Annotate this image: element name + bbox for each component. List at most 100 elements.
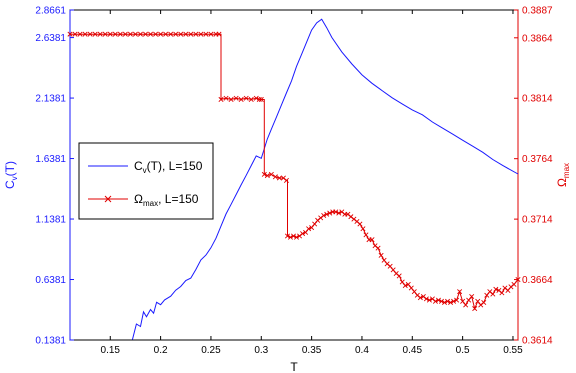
series-omega-point <box>183 31 189 37</box>
x-axis: 0.15 0.2 0.25 0.3 0.35 0.4 0.45 0.5 0.55 <box>101 10 523 356</box>
series-omega-point <box>272 174 278 180</box>
series-omega-point <box>327 210 333 216</box>
y-left-tick-label: 2.8661 <box>35 6 66 17</box>
series-omega-point <box>142 31 149 37</box>
series-omega-point <box>499 290 505 296</box>
series-omega-point <box>490 291 496 297</box>
y-left-tick-label: 2.1381 <box>35 94 66 105</box>
legend-box <box>78 142 214 220</box>
series-omega-point <box>306 226 312 232</box>
series-omega-point <box>375 245 381 251</box>
series-omega-point <box>515 277 521 283</box>
y-axis-left: 0.1381 0.6381 1.1381 1.6381 2.1381 2.6381 2.86… <box>35 6 74 347</box>
series-omega-point <box>168 31 174 37</box>
series-omega-point <box>445 298 451 304</box>
series-omega-point <box>261 171 267 177</box>
series-omega-point <box>218 96 224 102</box>
series-omega-point <box>454 297 460 303</box>
y-right-tick-label: 0.3814 <box>522 94 553 105</box>
x-tick-label: 0.25 <box>201 345 221 356</box>
series-omega-point <box>223 95 229 101</box>
series-omega-point <box>324 211 330 217</box>
y-right-tick-label: 0.3614 <box>522 336 553 347</box>
y-right-tick-label: 0.3887 <box>522 6 553 17</box>
x-tick-label: 0.45 <box>403 345 423 356</box>
y-right-label-sub: max <box>562 163 571 178</box>
legend-omega-rest: , L=150 <box>158 192 199 206</box>
series-omega-point <box>481 300 487 306</box>
y-right-tick-label: 0.3764 <box>522 154 553 165</box>
series-omega-point <box>435 297 441 303</box>
series-omega-point <box>378 252 384 258</box>
legend-omega-sub: max <box>143 199 158 208</box>
series-omega-point <box>363 232 369 238</box>
series-omega-point <box>72 31 78 37</box>
x-tick-label: 0.3 <box>254 345 268 356</box>
series-omega-point <box>258 96 264 102</box>
y-left-label-main: C <box>3 180 17 189</box>
series-omega-point <box>493 286 499 292</box>
series-omega-point <box>369 237 375 243</box>
series-omega-point <box>243 95 249 101</box>
series-omega-point <box>238 96 244 102</box>
legend-cv-label: Cv(T), L=150 <box>134 159 203 175</box>
series-omega-point <box>203 31 209 37</box>
series-omega-point <box>127 31 133 37</box>
legend-omega-main: Ω <box>134 192 143 206</box>
series-omega-point <box>432 298 438 304</box>
y-axis-right-label: Ωmax <box>555 163 571 187</box>
series-omega-point <box>423 296 429 302</box>
series-omega-point <box>357 221 363 227</box>
series-omega-point <box>472 306 478 312</box>
series-omega-point <box>321 212 327 219</box>
series-omega-point <box>448 300 454 306</box>
series-omega-point <box>290 233 297 239</box>
series-omega-point <box>193 31 199 37</box>
series-omega-point <box>360 226 366 232</box>
series-omega-point <box>336 210 342 216</box>
legend-omega-marker <box>104 195 112 203</box>
series-omega-point <box>300 231 306 237</box>
series-omega-point <box>188 31 194 37</box>
series-omega-point <box>268 171 274 177</box>
series-omega-point <box>402 283 408 289</box>
series-omega-point <box>122 31 128 37</box>
series-omega-point <box>97 31 103 37</box>
x-tick-label: 0.2 <box>154 345 168 356</box>
series-omega-point <box>228 96 234 102</box>
y-right-tick-label: 0.3664 <box>522 275 553 286</box>
series-omega-point <box>178 31 184 37</box>
series-omega-point <box>153 31 159 37</box>
series-omega-point <box>426 297 432 303</box>
series-omega-point <box>112 31 118 37</box>
y-left-label-rest: (T) <box>3 161 17 176</box>
series-omega-point <box>457 289 463 295</box>
y-right-tick-label: 0.3714 <box>522 215 553 226</box>
series-omega-point <box>107 31 113 37</box>
series-omega-point <box>276 175 282 181</box>
series-omega-point <box>248 96 254 102</box>
series-omega-point <box>82 31 88 37</box>
x-axis-label: T <box>290 360 298 373</box>
series-omega-point <box>284 233 290 239</box>
series-omega-point <box>463 302 469 308</box>
series-omega-point <box>137 31 143 37</box>
y-axis-left-label: Cv(T) <box>3 161 19 189</box>
series-omega-point <box>469 293 475 300</box>
series-omega-point <box>293 234 300 240</box>
series-omega-point <box>253 95 259 101</box>
series-omega-point <box>173 31 179 37</box>
y-left-tick-label: 1.6381 <box>35 154 66 165</box>
series-omega-point <box>417 295 423 301</box>
series-omega-point <box>158 31 164 37</box>
series-omega-point <box>233 95 239 101</box>
y-axis-right: 0.3614 0.3664 0.3714 0.3764 0.3814 0.3864 0.38… <box>514 6 553 347</box>
series-omega-point <box>216 31 222 37</box>
series-omega-point <box>438 298 445 304</box>
series-omega-point <box>77 31 83 37</box>
y-left-label-sub: v <box>10 176 19 180</box>
series-omega-point <box>92 31 98 37</box>
series-omega-point <box>396 273 402 279</box>
x-tick-label: 0.55 <box>503 345 523 356</box>
series-omega-point <box>451 298 457 304</box>
